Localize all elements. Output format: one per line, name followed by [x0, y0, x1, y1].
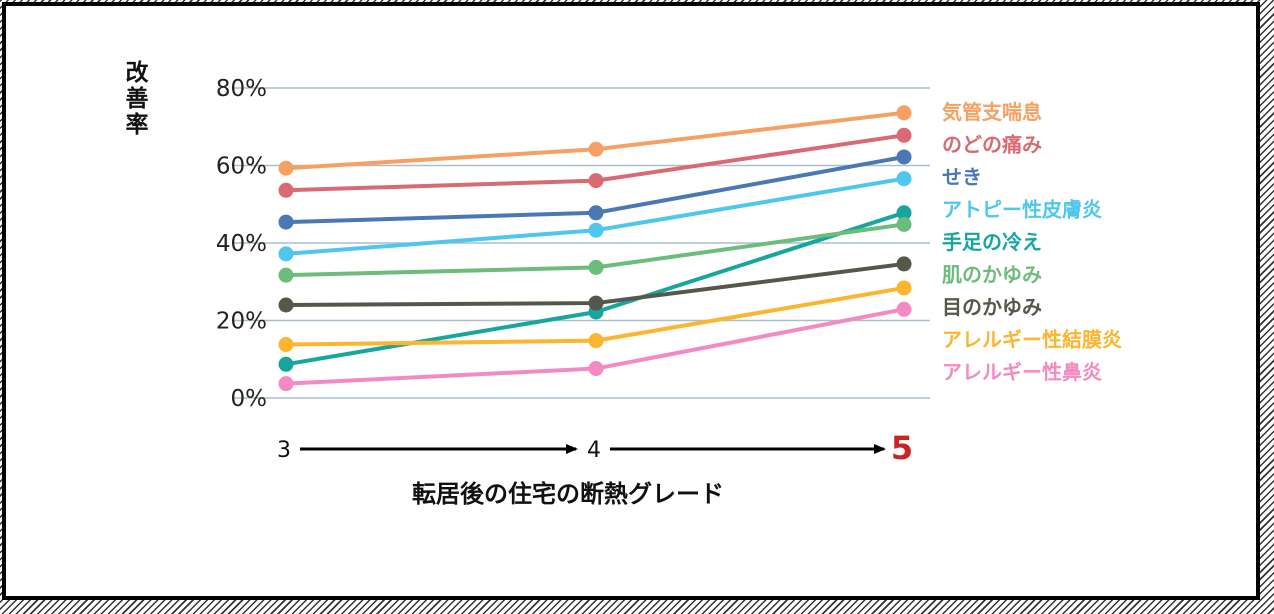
data-point [588, 259, 604, 275]
legend-label: 目のかゆみ [942, 295, 1042, 319]
legend-label: アトピー性皮膚炎 [942, 198, 1102, 222]
data-point [896, 105, 912, 121]
data-point [896, 256, 912, 272]
data-point [278, 267, 294, 283]
y-tick-label: 40% [216, 231, 267, 257]
y-tick-label: 0% [231, 386, 268, 412]
x-category-label: 5 [891, 429, 913, 467]
y-axis-title-char: 善 [126, 85, 149, 112]
data-point [588, 222, 604, 238]
legend-label: アレルギー性結膜炎 [942, 328, 1122, 352]
data-point [588, 141, 604, 157]
data-point [896, 149, 912, 165]
series-line [284, 110, 906, 171]
data-point [588, 361, 604, 377]
legend-label: 肌のかゆみ [942, 263, 1042, 287]
data-point [278, 376, 294, 392]
data-point [278, 246, 294, 262]
data-point [278, 214, 294, 230]
legend-label: のどの痛み [942, 133, 1042, 157]
y-tick-label: 20% [216, 309, 267, 335]
legend-label: せき [942, 165, 982, 189]
y-tick-label: 80% [216, 76, 267, 102]
data-point [278, 356, 294, 372]
legend-label: 気管支喘息 [942, 100, 1042, 124]
data-point [278, 160, 294, 176]
y-tick-label: 60% [216, 154, 267, 180]
y-axis-title-char: 率 [126, 111, 149, 138]
data-point [896, 301, 912, 317]
x-category-label: 3 [277, 438, 291, 463]
legend-label: アレルギー性鼻炎 [942, 360, 1102, 384]
data-point [896, 127, 912, 143]
data-point [588, 173, 604, 189]
data-point [588, 333, 604, 349]
data-point [896, 280, 912, 296]
x-axis-title: 転居後の住宅の断熱グレード [412, 480, 724, 508]
data-point [588, 295, 604, 311]
data-point [278, 337, 294, 353]
data-point [896, 216, 912, 232]
data-point [896, 171, 912, 187]
x-category-label: 4 [587, 438, 601, 463]
data-point [278, 297, 294, 313]
data-point [896, 205, 912, 221]
y-axis-title-char: 改 [126, 60, 149, 86]
y-axis-title: 改善率 [126, 60, 149, 138]
data-point [278, 182, 294, 198]
data-point [588, 205, 604, 221]
legend-label: 手足の冷え [942, 230, 1042, 254]
